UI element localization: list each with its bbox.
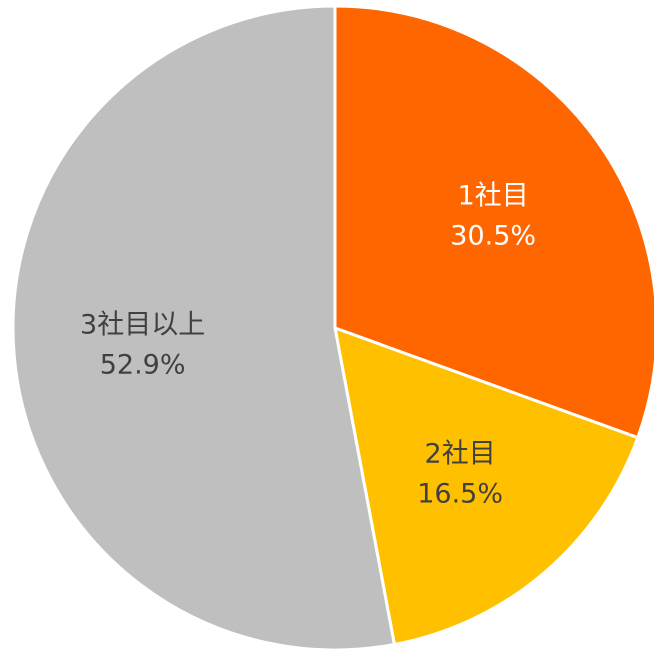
slice-value-label: 52.9% xyxy=(100,349,186,380)
slice-value-label: 16.5% xyxy=(417,479,503,510)
slice-label: 3社目以上 xyxy=(80,309,205,340)
pie-slice xyxy=(333,4,654,440)
pie-slice xyxy=(333,325,640,647)
slice-label: 2社目 xyxy=(425,439,496,470)
pie-slice xyxy=(11,4,397,652)
slice-label: 1社目 xyxy=(458,181,529,212)
slice-value-label: 30.5% xyxy=(450,221,536,252)
